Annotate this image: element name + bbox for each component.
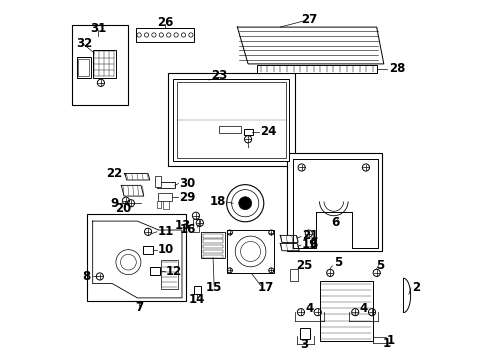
Text: 4: 4 [305,302,313,315]
Bar [155,176,160,187]
Bar [193,286,201,294]
Bar [203,239,223,243]
Bar [203,255,223,258]
Polygon shape [280,244,299,251]
Circle shape [159,33,163,37]
Polygon shape [93,221,182,298]
Circle shape [121,254,136,270]
Circle shape [116,249,141,275]
Bar [203,245,223,248]
Bar [173,79,288,161]
Bar [78,59,89,76]
Bar [227,230,273,273]
Bar [299,328,309,339]
Circle shape [226,185,263,222]
Bar [150,267,160,275]
Text: 30: 30 [179,177,195,190]
Text: 25: 25 [296,258,312,271]
Polygon shape [292,158,378,248]
Text: 32: 32 [76,37,92,50]
Text: 13: 13 [174,219,190,232]
Text: 28: 28 [389,62,405,75]
Text: 15: 15 [205,281,222,294]
Text: 16: 16 [180,223,196,236]
Text: 5: 5 [334,256,342,269]
Bar [167,73,294,166]
Bar [192,219,199,232]
Text: 29: 29 [179,191,195,204]
Bar [135,28,194,42]
Text: 27: 27 [300,13,316,27]
Text: 21: 21 [301,229,317,242]
Bar [93,50,116,78]
Circle shape [174,33,178,37]
Text: 23: 23 [211,69,227,82]
Polygon shape [237,27,383,64]
Bar [219,126,241,133]
Text: 22: 22 [106,167,122,180]
Text: 2: 2 [411,281,420,294]
Bar [287,153,381,251]
Bar [201,232,225,257]
Text: 31: 31 [90,22,106,35]
Bar [158,193,172,202]
Text: 9: 9 [110,197,119,210]
Bar [243,129,252,135]
Text: 7: 7 [135,301,143,314]
Text: 6: 6 [308,238,316,251]
Bar [176,82,285,158]
Bar [77,57,91,78]
Text: 12: 12 [165,265,182,278]
Polygon shape [280,235,298,243]
Text: 11: 11 [158,225,174,238]
Circle shape [137,33,141,37]
Bar [157,202,161,208]
Circle shape [181,33,185,37]
Bar [160,260,177,289]
Circle shape [144,33,148,37]
Bar [257,65,376,73]
Circle shape [188,33,193,37]
Text: 19: 19 [301,238,317,251]
Bar [319,281,372,342]
Circle shape [235,236,265,267]
Text: 26: 26 [157,15,173,28]
Polygon shape [124,174,149,180]
Text: 24: 24 [260,125,276,138]
Text: 1: 1 [382,337,389,350]
Bar [87,214,185,301]
Circle shape [151,33,156,37]
Text: 14: 14 [189,293,205,306]
Bar [143,246,153,253]
Bar [72,24,128,105]
Text: 17: 17 [257,281,273,294]
Text: 10: 10 [158,243,174,256]
Text: 1: 1 [386,333,394,347]
Bar [163,202,169,208]
Text: 3: 3 [300,338,308,351]
Bar [203,250,223,253]
Bar [290,269,298,281]
Circle shape [240,242,260,261]
Polygon shape [121,185,143,196]
Bar [157,182,175,188]
Circle shape [238,197,251,210]
Text: 6: 6 [331,216,339,229]
Text: 18: 18 [209,195,225,208]
Text: 20: 20 [115,202,131,215]
Circle shape [231,190,258,217]
Circle shape [166,33,170,37]
Text: 5: 5 [375,258,384,271]
Text: 4: 4 [359,302,367,315]
Text: 8: 8 [82,270,91,283]
Bar [203,234,223,238]
